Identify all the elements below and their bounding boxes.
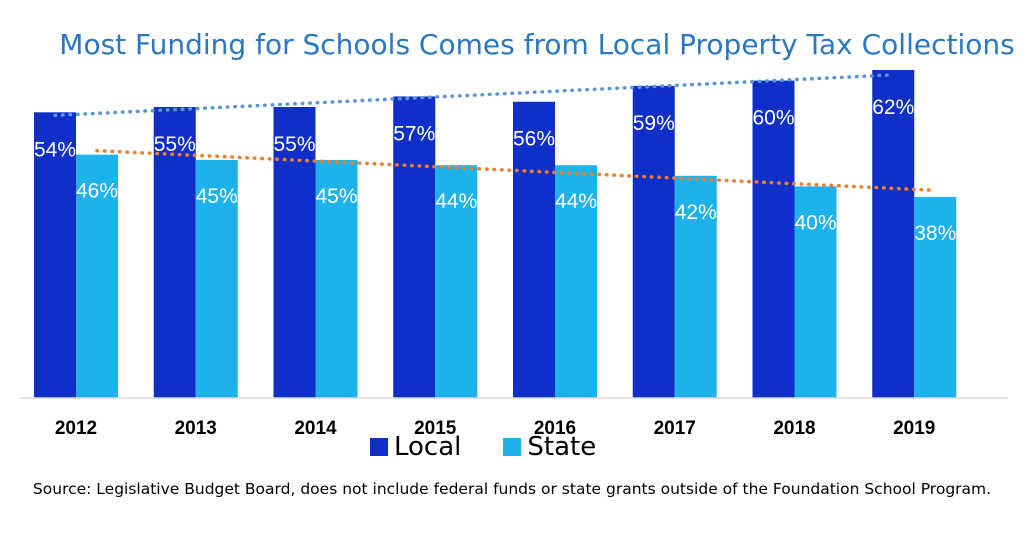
- data-label-state-2012: 46%: [76, 180, 118, 203]
- chart-title: Most Funding for Schools Comes from Loca…: [59, 28, 1015, 61]
- data-label-state-2018: 40%: [794, 211, 836, 234]
- bar-state-2017: [674, 175, 717, 398]
- bar-local-2019: [872, 70, 915, 398]
- legend-label-state: State: [527, 432, 597, 462]
- data-label-local-2013: 55%: [154, 133, 196, 156]
- data-label-local-2019: 62%: [872, 96, 914, 119]
- data-label-state-2019: 38%: [914, 222, 956, 245]
- legend-swatch-state: [503, 438, 522, 456]
- bar-state-2016: [555, 165, 597, 398]
- chart-legend: Local State: [370, 432, 630, 462]
- data-label-state-2016: 44%: [555, 190, 597, 213]
- trendline-state: [95, 148, 937, 193]
- x-tick-label-2018: 2018: [773, 418, 815, 439]
- data-label-local-2016: 56%: [513, 128, 555, 151]
- bar-local-2015: [393, 96, 436, 399]
- x-tick-label-2017: 2017: [654, 418, 696, 439]
- data-label-local-2018: 60%: [752, 107, 794, 130]
- x-tick-label-2013: 2013: [175, 418, 217, 439]
- bar-state-2019: [914, 196, 957, 398]
- bar-local-2018: [752, 80, 795, 399]
- data-label-local-2017: 59%: [633, 112, 675, 135]
- bar-state-2014: [315, 159, 358, 398]
- data-label-local-2015: 57%: [393, 122, 435, 145]
- legend-label-local: Local: [394, 432, 462, 462]
- bar-local-2017: [632, 85, 675, 398]
- data-label-local-2012: 54%: [34, 138, 76, 161]
- legend-item-local: Local: [370, 432, 461, 462]
- legend-item-state: State: [503, 432, 596, 462]
- bar-local-2014: [273, 107, 316, 398]
- x-tick-label-2019: 2019: [893, 418, 935, 439]
- bar-state-2015: [435, 165, 478, 398]
- trendline-local: [53, 73, 895, 118]
- x-tick-label-2016: 2016: [534, 418, 576, 439]
- x-tick-label-2014: 2014: [294, 418, 337, 439]
- bar-state-2018: [794, 186, 837, 398]
- data-label-state-2015: 44%: [435, 190, 477, 213]
- data-label-state-2017: 42%: [675, 201, 717, 224]
- data-label-local-2014: 55%: [273, 133, 315, 156]
- legend-swatch-local: [370, 438, 388, 456]
- source-note: Source: Legislative Budget Board, does n…: [32, 480, 992, 498]
- bar-state-2013: [195, 159, 238, 398]
- bar-local-2016: [513, 101, 555, 398]
- x-tick-label-2015: 2015: [414, 418, 457, 439]
- x-tick-label-2012: 2012: [55, 418, 97, 439]
- bar-local-2012: [34, 112, 76, 399]
- bar-state-2012: [76, 154, 118, 398]
- data-label-state-2014: 45%: [315, 185, 357, 208]
- data-label-state-2013: 45%: [196, 185, 238, 208]
